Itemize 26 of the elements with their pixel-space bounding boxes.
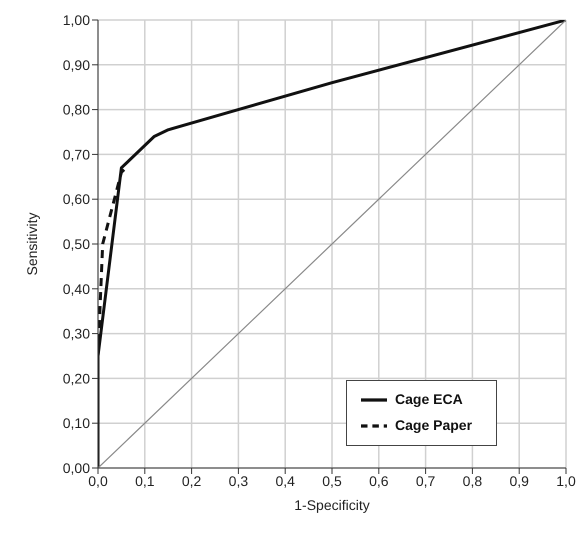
x-tick-label: 0,8 xyxy=(462,472,482,489)
y-tick-label: 0,90 xyxy=(62,56,90,73)
legend-label: Cage Paper xyxy=(395,417,472,434)
x-tick-label: 0,7 xyxy=(416,472,436,489)
x-tick-label: 0,6 xyxy=(369,472,389,489)
legend-label: Cage ECA xyxy=(395,391,463,408)
y-tick-label: 0,30 xyxy=(62,326,90,342)
y-tick-label: 0,40 xyxy=(62,280,90,297)
x-tick-label: 0,3 xyxy=(228,472,248,489)
y-tick-label: 0,00 xyxy=(62,460,90,476)
y-tick-label: 0,80 xyxy=(62,102,90,118)
x-tick-label: 0,4 xyxy=(275,472,296,489)
x-tick-label: 1,0 xyxy=(556,472,576,489)
x-tick-label: 0,0 xyxy=(88,472,108,489)
x-axis-title: 1-Specificity xyxy=(294,497,370,513)
y-tick-label: 0,50 xyxy=(62,236,90,252)
y-tick-label: 0,20 xyxy=(62,370,90,386)
x-tick-label: 0,5 xyxy=(322,472,342,489)
y-tick-label: 0,10 xyxy=(62,415,90,432)
y-tick-label: 0,70 xyxy=(62,146,90,162)
y-tick-label: 1,00 xyxy=(62,12,90,28)
y-tick-label: 0,60 xyxy=(62,191,90,208)
y-axis-title: Sensitivity xyxy=(24,212,40,276)
x-tick-label: 0,2 xyxy=(182,472,202,489)
x-tick-label: 0,9 xyxy=(509,472,530,489)
x-tick-label: 0,1 xyxy=(135,472,155,489)
